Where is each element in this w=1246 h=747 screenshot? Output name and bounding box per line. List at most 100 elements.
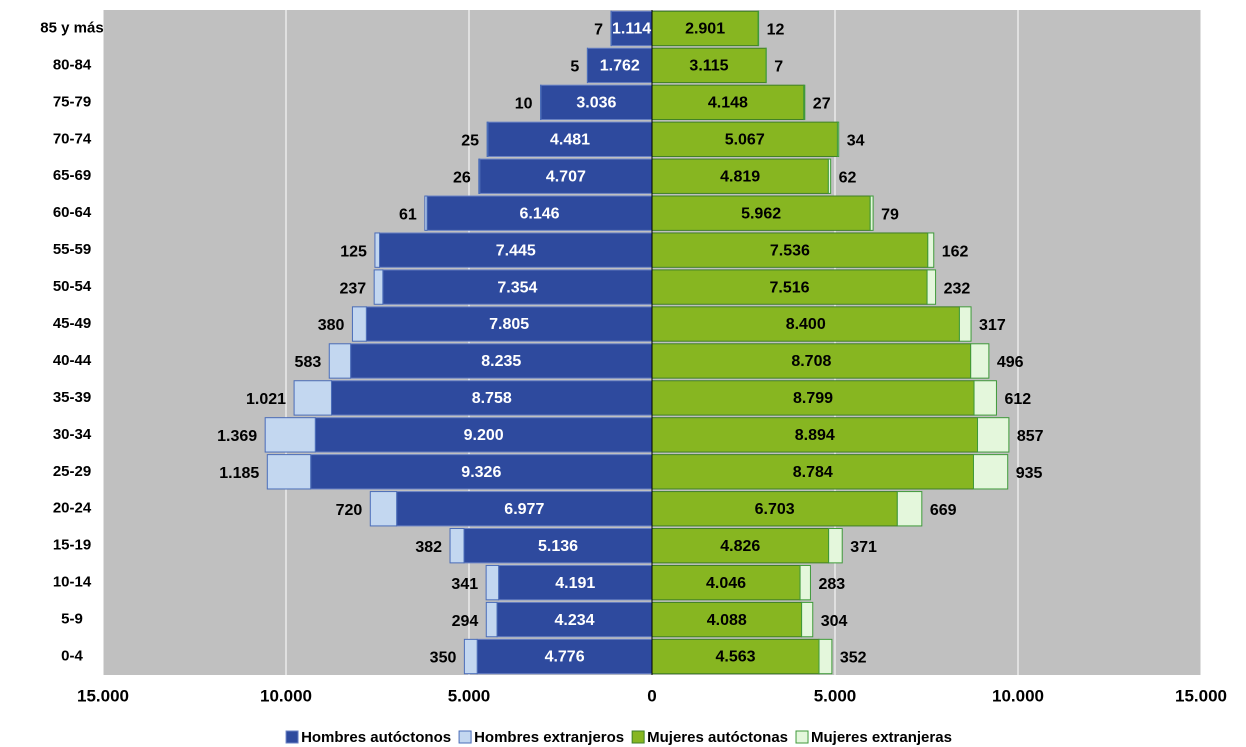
x-tick-label: 10.000	[992, 686, 1044, 705]
bar-segment	[485, 601, 498, 638]
value-label: 4.234	[554, 612, 594, 629]
legend-swatch	[285, 730, 299, 744]
value-label: 4.481	[550, 132, 590, 149]
legend-label: Mujeres autóctonas	[647, 729, 788, 746]
bar-segment	[651, 195, 871, 231]
category-label: 55-59	[53, 241, 91, 258]
value-label: 4.148	[708, 95, 748, 112]
value-label: 304	[821, 613, 848, 630]
legend-label: Hombres autóctonos	[301, 729, 451, 746]
bar-segment	[463, 528, 653, 564]
value-label: 61	[399, 206, 417, 223]
value-label: 380	[318, 317, 345, 334]
value-label: 7.536	[770, 242, 810, 259]
bar-segment	[651, 417, 979, 453]
category-label: 10-14	[53, 574, 92, 591]
category-label: 65-69	[53, 167, 91, 184]
value-label: 857	[1017, 428, 1044, 445]
value-label: 162	[942, 243, 969, 260]
bar-segment	[803, 84, 806, 121]
x-tick-label: 10.000	[260, 686, 312, 705]
bar-segment	[487, 121, 653, 157]
bar-segment	[328, 343, 352, 379]
category-label: 50-54	[53, 278, 92, 295]
bar-segment	[818, 638, 833, 675]
bar-segment	[351, 306, 367, 342]
bar-segment	[836, 121, 840, 157]
value-label: 4.088	[707, 612, 747, 629]
category-label: 30-34	[53, 426, 92, 443]
value-label: 232	[944, 280, 971, 297]
bar-segment	[379, 232, 653, 268]
value-label: 7	[774, 59, 783, 76]
bar-segment	[478, 158, 481, 194]
value-label: 4.191	[555, 575, 595, 592]
bar-segment	[485, 564, 500, 601]
value-label: 10	[515, 96, 533, 113]
category-label: 35-39	[53, 389, 91, 406]
legend-swatch	[631, 730, 645, 744]
bar-segment	[396, 491, 653, 527]
value-label: 27	[813, 96, 831, 113]
value-label: 26	[453, 169, 471, 186]
value-label: 3.036	[576, 95, 616, 112]
bar-segment	[799, 564, 811, 601]
bar-segment	[958, 306, 972, 342]
x-tick-label: 5.000	[814, 686, 857, 705]
category-label: 0-4	[61, 647, 83, 664]
bar-segment	[496, 601, 653, 638]
value-label: 935	[1016, 465, 1043, 482]
bar-segment	[651, 306, 960, 342]
bar-segment	[651, 528, 830, 564]
bar-segment	[365, 306, 653, 342]
bar-segment	[970, 343, 990, 379]
value-label: 7.516	[770, 279, 810, 296]
bar-segment	[927, 232, 935, 268]
bar-segment	[310, 454, 653, 490]
value-label: 5.136	[538, 538, 578, 555]
value-label: 5.067	[725, 132, 765, 149]
value-label: 6.146	[520, 205, 560, 222]
bar-segment	[293, 380, 332, 416]
bar-segment	[314, 417, 653, 453]
value-label: 1.762	[600, 58, 640, 75]
bar-segment	[651, 491, 898, 527]
value-label: 62	[839, 169, 857, 186]
value-label: 4.563	[715, 649, 755, 666]
category-label: 80-84	[53, 56, 92, 73]
bar-segment	[373, 269, 384, 305]
category-label: 25-29	[53, 463, 91, 480]
bar-segment	[264, 417, 316, 453]
legend: Hombres autóctonos Hombres extranjeros Muj…	[285, 729, 952, 746]
value-label: 4.046	[706, 575, 746, 592]
category-label: 60-64	[53, 204, 92, 221]
value-label: 237	[339, 280, 366, 297]
bar-segment	[374, 232, 381, 268]
bar-segment	[651, 454, 974, 490]
category-label: 75-79	[53, 93, 91, 110]
x-tick-label: 15.000	[1175, 686, 1227, 705]
value-label: 25	[461, 133, 479, 150]
value-label: 8.235	[481, 353, 521, 370]
value-label: 612	[1004, 391, 1031, 408]
bar-segment	[651, 269, 928, 305]
bar-segment	[977, 417, 1010, 453]
value-label: 1.369	[217, 428, 257, 445]
value-label: 4.776	[545, 649, 585, 666]
value-label: 4.707	[546, 168, 586, 185]
value-label: 9.200	[464, 427, 504, 444]
value-label: 583	[295, 354, 322, 371]
category-label: 5-9	[61, 611, 83, 628]
value-label: 4.826	[720, 538, 760, 555]
bar-segment	[828, 528, 843, 564]
value-label: 5.962	[741, 205, 781, 222]
value-label: 34	[847, 133, 865, 150]
value-label: 294	[452, 613, 479, 630]
bar-segment	[266, 454, 312, 490]
value-label: 9.326	[461, 464, 501, 481]
value-label: 7.805	[489, 316, 529, 333]
value-label: 3.115	[689, 58, 728, 75]
value-label: 6.703	[755, 501, 795, 518]
value-label: 79	[881, 206, 899, 223]
